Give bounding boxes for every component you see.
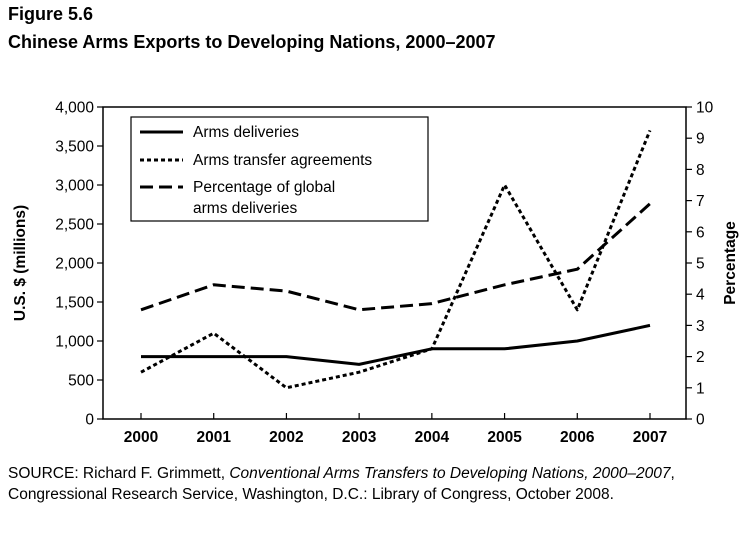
y2-tick-label: 8	[696, 162, 705, 179]
y2-tick-label: 0	[696, 412, 705, 429]
x-tick-label: 2001	[196, 429, 231, 446]
y-tick-label: 2,500	[55, 217, 94, 234]
legend-box	[130, 116, 429, 222]
figure-label: Figure 5.6	[8, 4, 94, 24]
series-line-2	[140, 129, 652, 390]
y-tick-label: 1,500	[55, 295, 94, 312]
x-tick-label: 2000	[124, 429, 158, 446]
y-tick-label: 500	[68, 373, 94, 390]
y-tick-label: 3,000	[55, 178, 94, 195]
chart-series	[140, 129, 652, 390]
legend-label: Arms deliveries	[193, 124, 299, 141]
x-tick-label: 2004	[415, 429, 450, 446]
figure-title: Chinese Arms Exports to Developing Natio…	[8, 32, 496, 52]
x-tick-label: 2002	[269, 429, 303, 446]
y2-tick-label: 7	[696, 193, 705, 210]
source-rest: , Congressional Research Service, Washin…	[8, 465, 675, 503]
legend-label: Arms transfer agreements	[193, 152, 372, 169]
y2-tick-label: 9	[696, 131, 705, 148]
y2-tick-label: 2	[696, 349, 705, 366]
chart-legend: Arms deliveries Arms transfer agreements P…	[130, 116, 429, 222]
x-tick-label: 2005	[487, 429, 522, 446]
line-chart: 0 500 1,000 1,500 2,000 2,500 3,000 3,500 4,000 0…	[12, 100, 739, 447]
y-tick-label: 0	[85, 412, 94, 429]
legend-label: Percentage of global arms deliveries	[193, 179, 335, 217]
source-note: SOURCE: Richard F. Grimmett, Conventiona…	[8, 463, 743, 505]
y2-tick-label: 4	[696, 287, 705, 304]
y-tick-label: 2,000	[55, 256, 94, 273]
y-tick-label: 1,000	[55, 334, 94, 351]
x-tick-label: 2007	[633, 429, 667, 446]
y-tick-label: 4,000	[55, 100, 94, 117]
y-axis-label: U.S. $ (millions)	[12, 205, 29, 321]
x-tick-label: 2006	[560, 429, 595, 446]
source-prefix: SOURCE: Richard F. Grimmett,	[8, 465, 230, 482]
y2-tick-label: 3	[696, 318, 705, 335]
chart-axes: 0 500 1,000 1,500 2,000 2,500 3,000 3,500 4,000 0…	[12, 100, 739, 447]
source-title: Conventional Arms Transfers to Developin…	[229, 465, 671, 482]
y2-tick-label: 10	[696, 100, 714, 117]
y2-tick-label: 6	[696, 224, 705, 241]
series-line-1	[141, 323, 651, 366]
y-tick-label: 3,500	[55, 139, 94, 156]
y2-axis-label: Percentage	[722, 221, 739, 305]
x-tick-label: 2003	[342, 429, 377, 446]
y2-tick-label: 5	[696, 256, 705, 273]
y2-tick-label: 1	[696, 380, 705, 397]
